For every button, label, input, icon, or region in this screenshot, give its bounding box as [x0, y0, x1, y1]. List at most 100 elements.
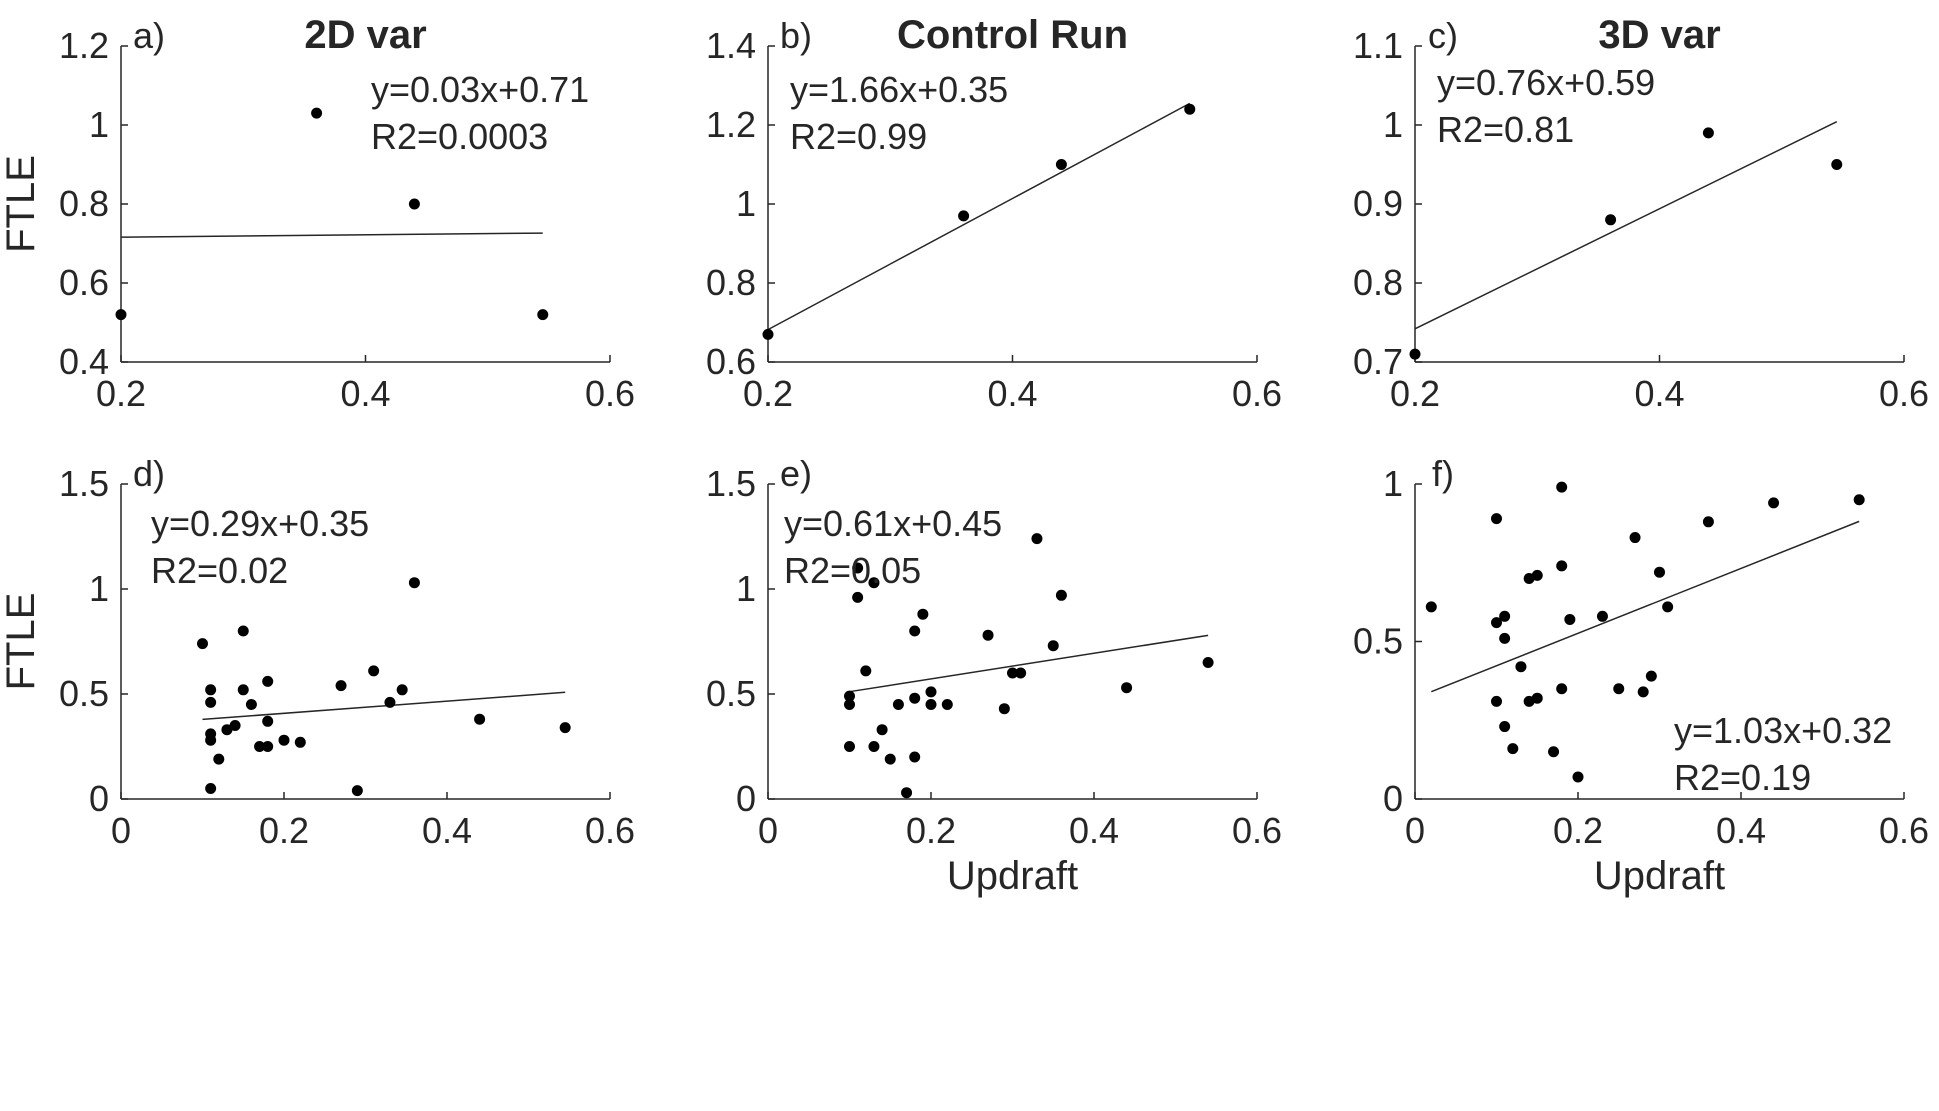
data-point: [1702, 516, 1714, 528]
data-point: [868, 741, 880, 752]
fit-r2: R2=0.81: [1437, 109, 1574, 150]
fit-equation: y=0.03x+0.71: [371, 69, 589, 110]
y-tick-label: 0.5: [1353, 621, 1403, 662]
fit-line: [202, 691, 566, 721]
data-point: [844, 741, 855, 752]
fit-equation: y=0.61x+0.45: [784, 503, 1002, 544]
fit-equation: y=0.29x+0.35: [151, 503, 369, 544]
data-point: [1499, 632, 1511, 644]
fit-line: [767, 102, 1191, 331]
y-tick-label: 1: [1383, 463, 1403, 504]
x-tick-label: 0.4: [1716, 810, 1766, 851]
data-point: [1499, 721, 1511, 733]
y-tick-label: 1: [736, 183, 756, 224]
y-tick-label: 0.7: [1353, 341, 1403, 382]
x-tick-label: 0.4: [422, 810, 472, 851]
data-point: [860, 665, 872, 677]
data-point: [559, 722, 571, 734]
data-point: [474, 713, 486, 725]
y-tick-label: 0.6: [706, 341, 756, 382]
data-point: [909, 751, 921, 763]
data-point: [901, 787, 913, 799]
y-tick-label: 1: [736, 568, 756, 609]
data-point: [1055, 589, 1067, 601]
fit-line: [1431, 520, 1860, 693]
data-point: [1702, 127, 1714, 139]
x-tick-label: 0.6: [1232, 810, 1282, 851]
data-point: [1531, 692, 1543, 704]
x-tick-label: 0: [111, 810, 131, 851]
data-point: [1556, 481, 1568, 493]
y-tick-label: 1: [89, 104, 109, 145]
x-tick-label: 0.4: [1069, 810, 1119, 851]
panel-label: c): [1428, 15, 1458, 56]
data-point: [1425, 601, 1437, 613]
data-point: [998, 703, 1010, 715]
data-point: [1596, 610, 1608, 622]
data-point: [982, 629, 994, 641]
data-point: [1031, 533, 1043, 545]
data-point: [1662, 601, 1674, 613]
data-point: [762, 328, 774, 340]
panel-a: 0.40.60.811.20.2 0.4 0.6a) 2D varFTLEy=0.03…: [0, 13, 635, 414]
x-tick-label: 0.2: [259, 810, 309, 851]
data-point: [408, 198, 420, 210]
data-point: [1015, 667, 1027, 679]
x-tick-label: 0.2: [1390, 373, 1440, 414]
fit-line: [120, 232, 543, 238]
y-tick-label: 0.5: [59, 673, 109, 714]
data-point: [335, 680, 347, 692]
data-point: [294, 736, 306, 748]
data-point: [1572, 771, 1584, 783]
data-point: [396, 684, 408, 696]
panel-label: b): [780, 15, 812, 56]
fit-line: [1414, 121, 1838, 330]
data-point: [237, 684, 249, 696]
data-point: [852, 562, 864, 574]
data-point: [311, 107, 323, 119]
x-tick-label: 0: [758, 810, 778, 851]
data-point: [1645, 670, 1657, 682]
data-point: [917, 608, 929, 620]
y-axis-label: FTLE: [0, 593, 43, 691]
x-tick-label: 0.2: [743, 373, 793, 414]
y-tick-label: 0.8: [59, 183, 109, 224]
y-tick-label: 1: [89, 568, 109, 609]
data-point: [262, 741, 274, 752]
data-point: [1853, 494, 1865, 506]
y-axis-label: FTLE: [0, 155, 43, 253]
data-point: [205, 696, 217, 708]
data-point: [384, 696, 396, 708]
y-tick-label: 0.5: [706, 673, 756, 714]
data-point: [925, 699, 937, 710]
data-point: [844, 690, 855, 702]
data-point: [868, 577, 880, 589]
panel-f: 0 0.5 1 0 0.2 0.4 0.6 f) Updraft y=1.03x+0.32 R2=0…: [1353, 453, 1929, 898]
data-point: [115, 309, 127, 321]
data-point: [1499, 610, 1511, 622]
data-point: [1055, 159, 1067, 170]
data-point: [941, 699, 953, 710]
data-point: [844, 699, 855, 710]
y-tick-label: 0.4: [59, 341, 109, 382]
x-tick-label: 0.6: [1232, 373, 1282, 414]
y-tick-label: 0.9: [1353, 183, 1403, 224]
fit-r2: R2=0.0003: [371, 116, 548, 157]
x-tick-label: 0.6: [585, 373, 635, 414]
panel-title: 2D var: [304, 13, 426, 57]
y-tick-label: 0.6: [59, 262, 109, 303]
x-tick-label: 0.2: [906, 810, 956, 851]
fit-r2: R2=0.19: [1674, 757, 1811, 798]
y-tick-label: 0.8: [1353, 262, 1403, 303]
data-point: [892, 699, 904, 710]
data-point: [262, 675, 274, 687]
data-point: [1491, 513, 1502, 525]
data-point: [1605, 214, 1617, 226]
data-point: [1507, 743, 1519, 755]
data-point: [1556, 560, 1568, 572]
panel-label: a): [133, 15, 165, 56]
panel-title: Control Run: [897, 13, 1128, 57]
data-point: [884, 753, 896, 765]
data-point: [958, 210, 970, 222]
